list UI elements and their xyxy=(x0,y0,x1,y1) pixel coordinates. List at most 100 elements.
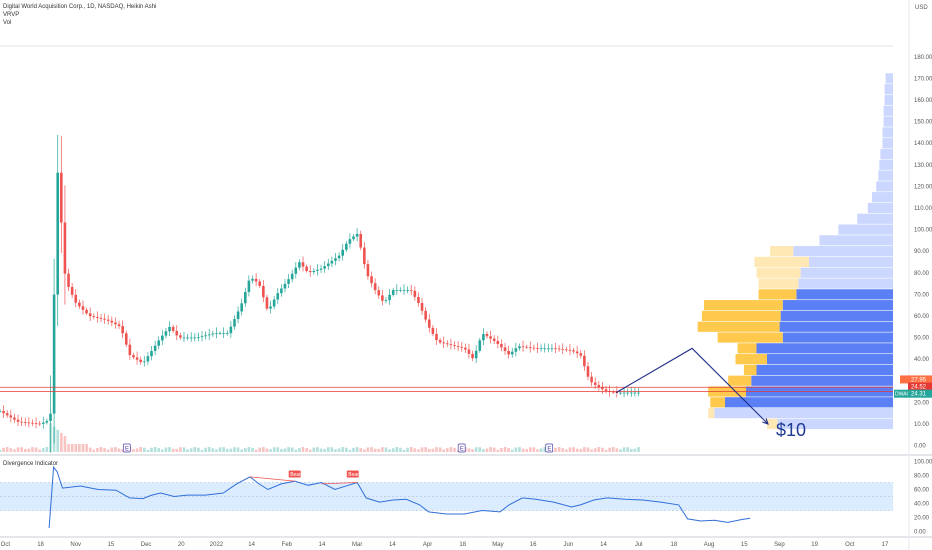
volume-bar xyxy=(200,449,204,452)
volume-bar xyxy=(34,447,38,452)
candle-body xyxy=(85,309,88,314)
volume-profile-up-bar xyxy=(882,138,893,149)
candle-body xyxy=(114,322,117,325)
volume-bar xyxy=(514,447,518,452)
candle-body xyxy=(265,297,269,309)
volume-bar xyxy=(117,448,121,452)
volume-bar xyxy=(377,448,381,452)
volume-bar xyxy=(406,447,409,452)
candle-body xyxy=(283,283,287,289)
price-axis-tick: 120.00 xyxy=(914,184,932,190)
volume-bar xyxy=(38,449,41,452)
candle-body xyxy=(135,357,139,360)
volume-bar xyxy=(561,448,565,452)
volume-bar xyxy=(287,447,290,452)
candle-body xyxy=(561,349,565,350)
price-label-ticker: DWAC xyxy=(895,392,910,398)
candle-body xyxy=(193,337,197,339)
candle-body xyxy=(92,316,96,318)
volume-bar xyxy=(2,447,5,452)
volume-bar xyxy=(345,447,348,452)
volume-bar xyxy=(409,447,413,452)
candle-body xyxy=(528,347,532,349)
volume-profile-up-bar xyxy=(884,84,893,95)
candle-body xyxy=(420,303,424,311)
oscillator-axis-tick: 60.00 xyxy=(914,488,930,494)
candle-body xyxy=(236,311,240,320)
volume-profile-down-bar xyxy=(754,256,809,268)
price-axis-tick: 90.00 xyxy=(914,249,930,255)
candle-body xyxy=(67,273,70,287)
bear-divergence-line xyxy=(321,482,358,485)
price-axis-tick: 20.00 xyxy=(914,400,930,406)
candle-body xyxy=(233,319,236,327)
candle-body xyxy=(492,338,496,341)
candle-body xyxy=(161,335,164,341)
volume-bar xyxy=(363,449,366,452)
candle-body xyxy=(45,420,49,423)
candle-body xyxy=(629,392,633,394)
candle-body xyxy=(258,281,262,286)
volume-bar xyxy=(114,447,117,452)
volume-bar xyxy=(355,447,359,452)
volume-bar xyxy=(442,449,445,452)
candle-body xyxy=(74,294,78,303)
candle-body xyxy=(399,290,402,291)
candle-body xyxy=(132,355,135,358)
volume-bar xyxy=(326,447,330,452)
volume-profile-up-bar xyxy=(878,170,893,181)
candle-body xyxy=(337,255,341,259)
volume-bar xyxy=(453,447,456,452)
volume-bar xyxy=(225,448,229,452)
candle-body xyxy=(262,285,265,298)
price-axis-tick: 110.00 xyxy=(914,206,932,212)
volume-bar xyxy=(243,448,247,452)
time-axis-tick: 17 xyxy=(882,542,889,548)
volume-profile-down-bar xyxy=(735,354,767,365)
volume-bar xyxy=(139,447,142,452)
volume-bar xyxy=(67,444,70,452)
volume-profile-up-bar xyxy=(756,343,893,354)
volume-profile-down-bar xyxy=(770,246,794,257)
candle-body xyxy=(438,340,442,343)
volume-bar xyxy=(518,447,521,452)
volume-profile xyxy=(697,73,893,430)
volume-bar xyxy=(290,447,294,452)
volume-bar xyxy=(27,448,31,452)
candle-body xyxy=(189,337,193,339)
candle-body xyxy=(345,243,348,250)
candle-body xyxy=(81,306,85,310)
volume-bar xyxy=(366,447,370,452)
candle-body xyxy=(474,350,478,359)
candle-body xyxy=(579,353,583,356)
candle-body xyxy=(319,268,323,270)
candle-body xyxy=(543,348,547,350)
time-axis-tick: 20 xyxy=(178,542,185,548)
candle-body xyxy=(565,349,568,351)
price-label-value: 24.31 xyxy=(911,392,927,398)
volume-bar xyxy=(204,447,207,452)
candle-body xyxy=(186,337,189,339)
volume-bar xyxy=(171,448,175,452)
candle-body xyxy=(2,410,5,414)
volume-bar xyxy=(474,447,478,452)
volume-bar xyxy=(604,449,608,452)
candle-body xyxy=(56,172,60,295)
time-axis-tick: Oct xyxy=(1,542,11,548)
volume-bar xyxy=(402,449,406,452)
annotation-arrowhead xyxy=(762,418,769,425)
volume-bar xyxy=(341,447,344,452)
candle-body xyxy=(60,172,63,223)
candle-body xyxy=(554,348,557,350)
candle-body xyxy=(272,299,276,307)
candle-body xyxy=(417,296,420,304)
candle-body xyxy=(52,294,56,414)
time-axis-tick: Aug xyxy=(704,542,715,548)
price-axis-tick: 140.00 xyxy=(914,141,932,147)
volume-bar xyxy=(619,449,622,452)
time-axis-tick: 18 xyxy=(37,542,44,548)
volume-bar xyxy=(597,447,601,452)
candle-body xyxy=(568,349,572,351)
volume-profile-up-bar xyxy=(780,310,893,322)
